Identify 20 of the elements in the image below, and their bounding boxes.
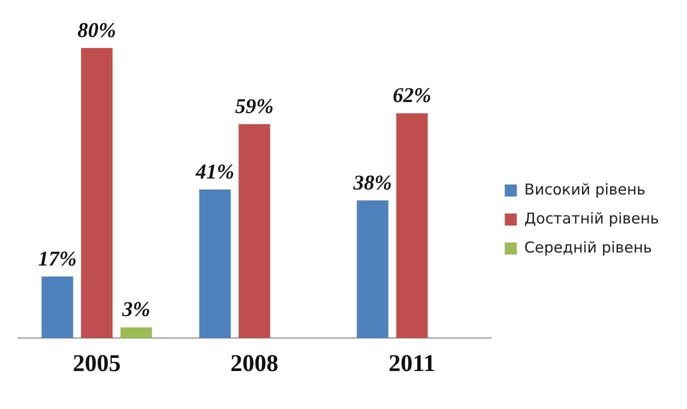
- bar: [42, 276, 74, 338]
- bar: [199, 189, 231, 338]
- bar: [396, 113, 428, 338]
- legend-label: Достатній рівень: [524, 209, 660, 228]
- x-tick-label: 2005: [72, 350, 121, 377]
- x-tick-label: 2008: [230, 350, 278, 377]
- bar: [356, 200, 388, 338]
- x-tick-label: 2011: [388, 350, 436, 377]
- legend-label: Високий рівень: [524, 180, 646, 198]
- bar: [81, 48, 113, 338]
- data-label: 80%: [78, 18, 116, 42]
- legend-label: Середній рівень: [524, 238, 652, 256]
- bar: [238, 124, 270, 338]
- data-label: 59%: [235, 94, 274, 118]
- bar: [120, 327, 152, 338]
- data-label: 62%: [392, 83, 432, 108]
- data-label: 3%: [121, 297, 150, 322]
- data-label: 41%: [194, 159, 234, 184]
- data-label: 38%: [352, 170, 392, 194]
- data-label: 17%: [38, 246, 77, 270]
